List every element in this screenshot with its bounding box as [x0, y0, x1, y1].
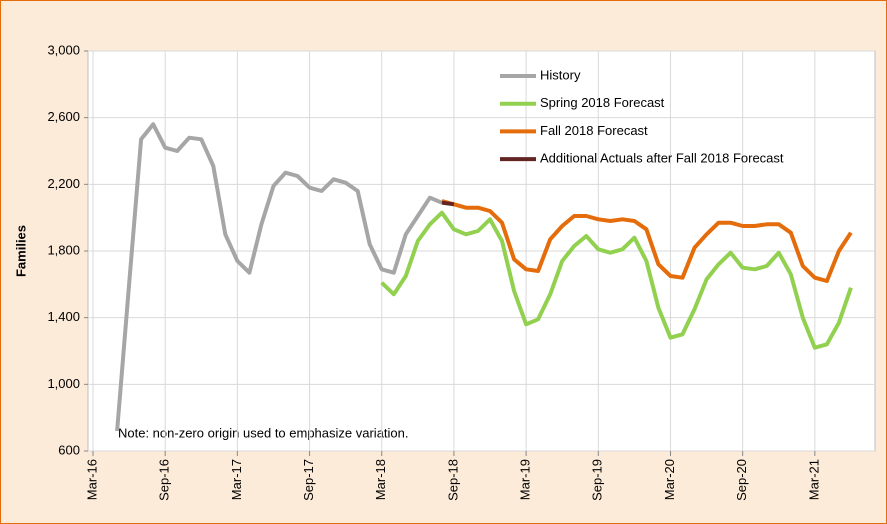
x-tick-label: Sep-18	[445, 459, 460, 501]
x-tick-label: Sep-20	[734, 459, 749, 501]
x-tick-label: Mar-19	[518, 459, 533, 500]
y-tick-label: 1,400	[47, 309, 80, 324]
x-tick-label: Mar-20	[662, 459, 677, 500]
series-line	[441, 199, 853, 283]
y-tick-label: 600	[58, 442, 80, 457]
y-tick-label: 1,800	[47, 242, 80, 257]
legend-label: Fall 2018 Forecast	[540, 123, 648, 138]
series-line	[441, 200, 455, 207]
y-tick-label: 1,000	[47, 376, 80, 391]
y-tick-label: 3,000	[47, 42, 80, 57]
x-tick-label: Sep-16	[157, 459, 172, 501]
y-tick-label: 2,200	[47, 176, 80, 191]
x-tick-label: Mar-17	[229, 459, 244, 500]
legend-label: Spring 2018 Forecast	[540, 95, 665, 110]
annotation: Note: non-zero origin used to emphasize …	[118, 425, 409, 440]
y-axis-label: Families	[13, 225, 28, 277]
x-tick-label: Sep-17	[301, 459, 316, 501]
series-line	[115, 122, 443, 432]
legend-label: History	[540, 67, 581, 82]
series-line	[380, 210, 853, 350]
x-tick-label: Mar-21	[806, 459, 821, 500]
legend-label: Additional Actuals after Fall 2018 Forec…	[540, 151, 784, 166]
y-tick-label: 2,600	[47, 109, 80, 124]
x-tick-label: Sep-19	[590, 459, 605, 501]
x-tick-label: Mar-16	[84, 459, 99, 500]
x-tick-label: Mar-18	[373, 459, 388, 500]
